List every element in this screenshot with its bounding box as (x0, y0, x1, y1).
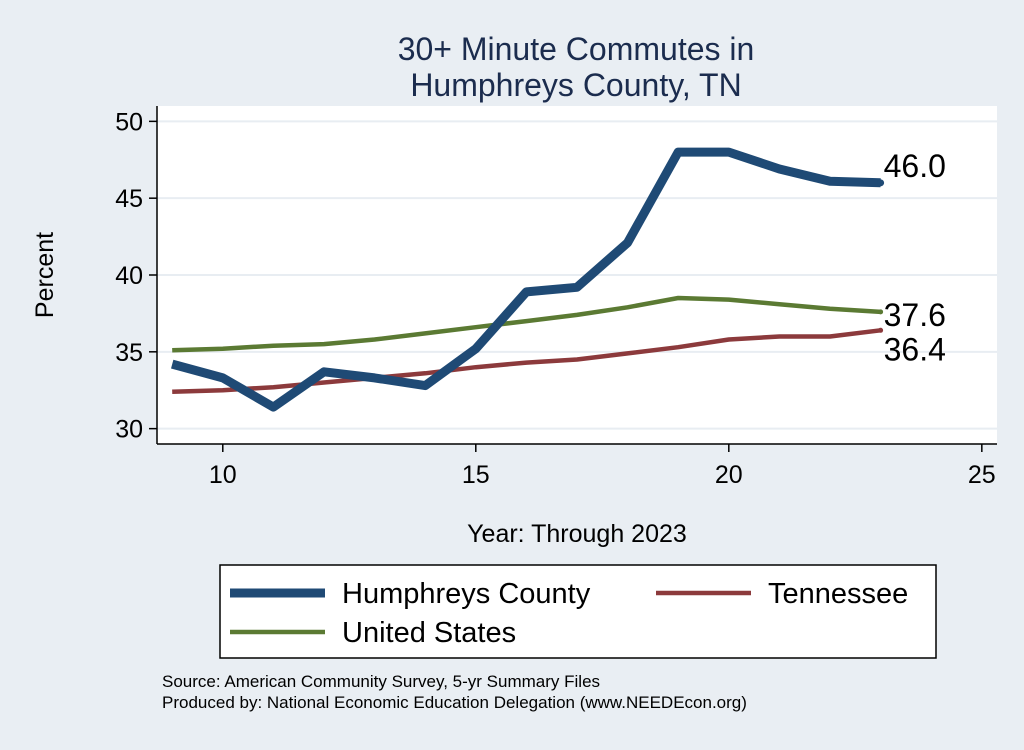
chart-title-line-2: Humphreys County, TN (410, 67, 741, 103)
produced-by-note: Produced by: National Economic Education… (162, 693, 747, 712)
series-line-united-states (172, 295, 881, 353)
y-tick-label-45: 45 (115, 185, 143, 213)
x-tick-label-10: 10 (209, 461, 237, 489)
legend-label-tennessee: Tennessee (768, 578, 908, 610)
series-line-tennessee (172, 328, 881, 395)
series-line-humphreys-county (171, 147, 881, 412)
end-labels: 46.0 36.437.6 (884, 148, 946, 367)
series-end-point-united-states (878, 309, 884, 315)
legend-box (219, 564, 937, 659)
y-axis-title: Percent (31, 232, 59, 318)
legend-label-united-states: United States (342, 617, 516, 649)
y-tick-label-35: 35 (115, 339, 143, 367)
legend: Humphreys County Tennessee United States (219, 564, 937, 659)
grid-lines (157, 120, 997, 430)
y-tick-label-50: 50 (115, 108, 143, 136)
axes: 30 35 40 45 50 10 15 20 25 (115, 106, 997, 489)
chart-title-line-1: 30+ Minute Commutes in (398, 31, 755, 67)
x-axis-title: Year: Through 2023 (467, 520, 687, 548)
x-tick-label-20: 20 (715, 461, 743, 489)
source-note: Source: American Community Survey, 5-yr … (162, 672, 600, 691)
legend-label-humphreys-county: Humphreys County (342, 578, 591, 610)
end-label-united-states: 37.6 (884, 297, 946, 333)
series-lines (171, 147, 885, 412)
y-tick-label-30: 30 (115, 416, 143, 444)
end-label-humphreys-county: 46.0 (884, 148, 946, 184)
x-tick-label-25: 25 (968, 461, 996, 489)
series-end-point-humphreys-county (877, 179, 885, 187)
end-label-tennessee: 36.4 (884, 331, 946, 367)
x-tick-label-15: 15 (462, 461, 490, 489)
y-tick-label-40: 40 (115, 262, 143, 290)
series-end-point-tennessee (878, 327, 884, 333)
